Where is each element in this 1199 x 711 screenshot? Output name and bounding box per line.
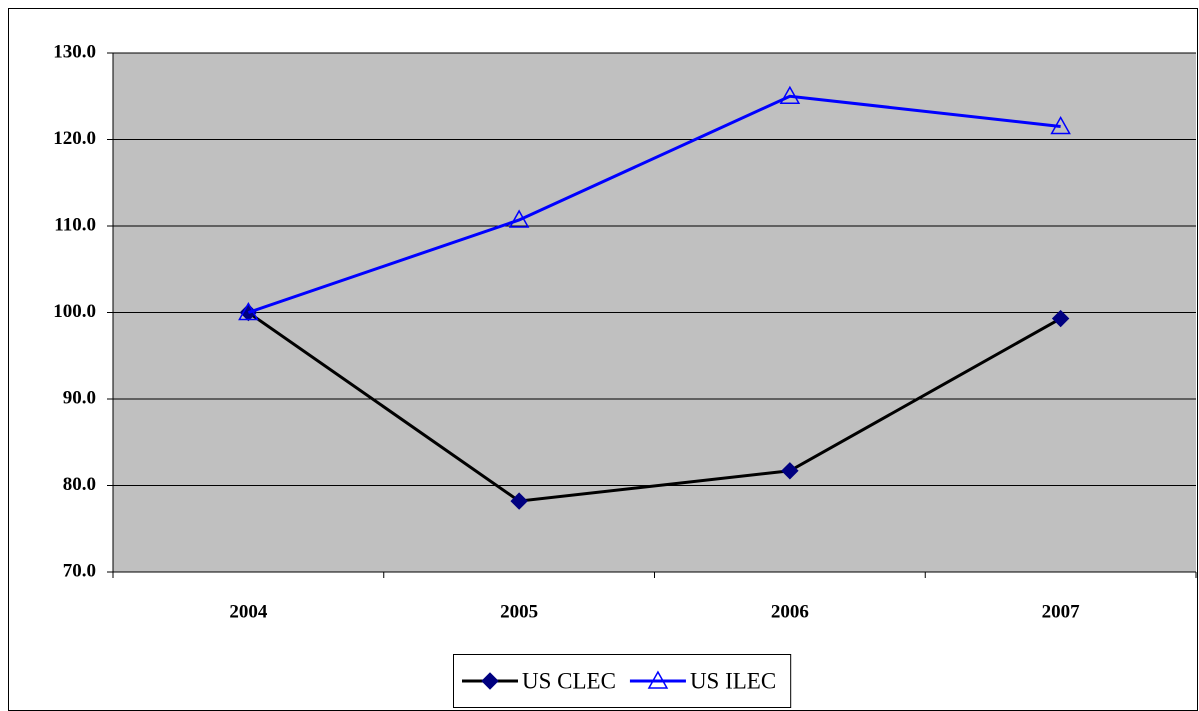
legend-label: US ILEC — [690, 668, 776, 693]
x-tick-label: 2005 — [500, 601, 538, 622]
y-tick-label: 80.0 — [63, 474, 96, 495]
marker — [1050, 115, 1071, 135]
marker — [510, 492, 528, 510]
y-tick-label: 90.0 — [63, 387, 96, 408]
series-line — [247, 94, 1061, 314]
legend-label: US CLEC — [522, 668, 616, 693]
y-tick-label: 70.0 — [63, 560, 96, 581]
y-tick-label: 120.0 — [53, 128, 96, 149]
y-tick-label: 130.0 — [53, 41, 96, 62]
marker — [647, 670, 669, 689]
series-line — [247, 311, 1062, 503]
y-tick-label: 110.0 — [54, 214, 96, 235]
x-tick-label: 2007 — [1042, 601, 1081, 622]
x-tick-label: 2006 — [771, 601, 809, 622]
marker — [508, 209, 530, 228]
marker — [779, 85, 801, 104]
marker — [781, 462, 799, 480]
marker — [1051, 309, 1070, 328]
legend: US CLEC US ILEC — [453, 654, 792, 708]
marker — [238, 301, 259, 321]
marker — [481, 672, 499, 690]
y-tick-label: 100.0 — [53, 301, 96, 322]
x-tick-label: 2004 — [229, 601, 268, 622]
